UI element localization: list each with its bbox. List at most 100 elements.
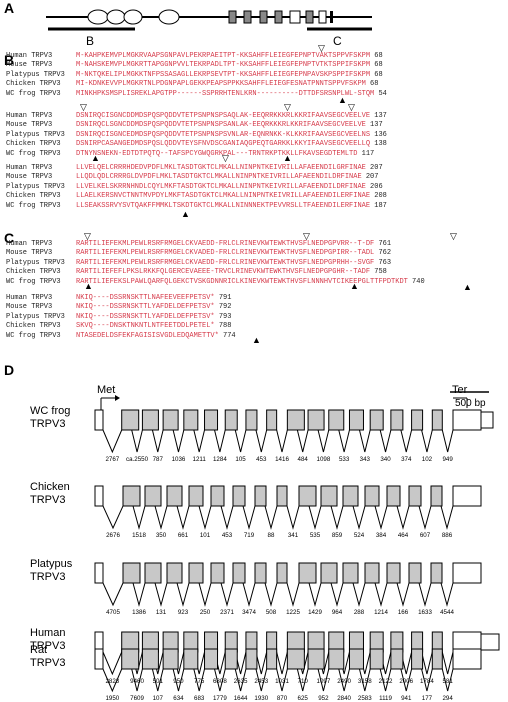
intron-size: 501	[152, 678, 163, 685]
domain-schematic	[46, 9, 372, 31]
intron-size: 1211	[192, 456, 206, 463]
intron	[440, 505, 454, 530]
intron-size: 886	[441, 532, 453, 539]
intron-size: ca.2550	[126, 456, 149, 463]
alignment-row: Platypus TRPV3 NKIQ----DSSRNSKTTLYAFDELDE…	[6, 313, 236, 322]
gene-name: WC frog TRPV3	[30, 405, 71, 430]
sequence: NKIQ----DSSRNSKTTLYAFDELDEFPETSV*	[76, 312, 215, 321]
intron-size: 107	[152, 695, 163, 702]
intron	[418, 582, 432, 607]
exon	[210, 485, 225, 507]
intron-size: 3474	[242, 609, 256, 616]
intron-size: 6808	[212, 678, 227, 685]
exon	[430, 485, 443, 507]
residue-count: 774	[218, 331, 236, 340]
intron	[338, 668, 350, 692]
species-name: Mouse TRPV3	[6, 303, 53, 312]
intron-size: 384	[375, 532, 387, 539]
intron-size: 177	[421, 695, 433, 702]
alignment-row: Mouse TRPV3 RARTILIEFEKMLPEWLRSRFRMGELCKV…	[6, 249, 425, 258]
exon	[276, 485, 288, 507]
species-name: Platypus TRPV3	[6, 182, 65, 191]
intron-size: 1950	[105, 695, 120, 702]
residue-count: 187	[370, 201, 387, 210]
exon	[452, 409, 482, 431]
intron-size: 3158	[357, 678, 372, 685]
intron-size: 508	[265, 609, 277, 616]
intron	[330, 505, 344, 530]
exon	[188, 562, 204, 584]
intron	[102, 668, 123, 693]
intron	[154, 505, 168, 530]
exon	[122, 485, 141, 507]
sequence: SKVQ----DNSKTNKNTLNTFEETDDLPETEL*	[76, 322, 215, 331]
intron-size: 2006	[399, 678, 414, 685]
exon	[94, 485, 104, 507]
intron-size: 581	[442, 678, 453, 685]
alignment-row: Platypus TRPV3 DSNIRQCISGNCEDMDSPQSPQDDVT…	[6, 131, 387, 140]
alignment-row: WC frog TRPV3 RARTILIEFEKSLPAWLQARFQLGEKC…	[6, 278, 425, 287]
alignment-row: Chicken TRPV3 DSNIRPCASANGEDMDSPQSLQDDVTE…	[6, 140, 387, 149]
scale-label: 500 bp	[455, 398, 486, 409]
exon	[390, 409, 404, 431]
intron-size: 710	[297, 678, 308, 685]
intron	[264, 582, 278, 607]
species-name: Platypus TRPV3	[6, 130, 65, 139]
residue-count: 788	[214, 322, 232, 331]
alignment-row: Mouse TRPV3 M-NAHSKEMVPLMGKRTTAPGGNPVVLTE…	[6, 61, 387, 70]
species-name: Human TRPV3	[6, 52, 53, 60]
sequence: LLAELKERSNVCTNNTMVPDYLMKFTASDTGKTCLMKALL…	[76, 192, 371, 201]
alignment-row: Human TRPV3 M-KAHPKEMVPLMGKRVAAPSGNPAVLPE…	[6, 52, 387, 61]
intron-size: 1119	[379, 695, 392, 702]
exon	[204, 648, 219, 670]
residue-count: 137	[365, 121, 383, 130]
residue-count: 68	[370, 70, 383, 79]
alignment-row: WC frog TRPV3 DTNYNSNEKN-EDTDTPQTQ--TAFSP…	[6, 150, 387, 159]
intron-size: 105	[235, 456, 246, 463]
intron	[172, 429, 185, 453]
species-name: Mouse TRPV3	[6, 121, 53, 130]
species-name: Human TRPV3	[6, 294, 53, 302]
intron-size: 1031	[275, 678, 289, 685]
sequence: LLSEAKSSRVYSVTQAKFFMMKLTSKDTGKTCLMKALLNI…	[76, 201, 371, 210]
intron-size: 524	[353, 532, 365, 539]
intron	[102, 505, 124, 530]
exon	[276, 562, 288, 584]
intron	[352, 505, 366, 530]
exon	[94, 648, 104, 670]
alignment-row: Chicken TRPV3 SKVQ----DNSKTNKNTLNTFEETDDL…	[6, 322, 236, 331]
exon	[431, 409, 443, 431]
intron	[317, 668, 330, 692]
intron-size: 949	[442, 456, 453, 463]
exon	[452, 562, 482, 584]
alignment-row: Platypus TRPV3 M-NKTQKELIPLMGKKTNFPSSASAG…	[6, 71, 387, 80]
intron-size: 535	[309, 532, 321, 539]
intron-size: 294	[442, 695, 453, 702]
intron	[255, 429, 268, 453]
intron	[198, 582, 212, 607]
intron-size: 453	[221, 532, 233, 539]
intron-size: 1097	[316, 678, 331, 685]
residue-count: 207	[365, 164, 383, 172]
exon	[320, 485, 338, 507]
exon	[328, 648, 345, 670]
met-arrow-icon	[115, 395, 120, 401]
residue-count: 758	[370, 268, 387, 277]
sequence: RARTILIEFEFLPKSLRKKFQLGERCEVAEEE-TRVCLRI…	[76, 268, 371, 277]
intron-size: 1098	[316, 456, 331, 463]
exon	[364, 485, 380, 507]
alignment-row: Mouse TRPV3 LLQDLQDLCRRRGLDVPDFLMKLTASDTG…	[6, 173, 387, 182]
intron-size: 2840	[337, 695, 351, 702]
intron	[296, 668, 309, 692]
intron-size: 2453	[254, 678, 269, 685]
intron	[154, 582, 168, 607]
panel-label-b: B	[4, 52, 15, 68]
gene-name: Platypus TRPV3	[30, 558, 73, 583]
intron	[234, 429, 247, 453]
species-name: Human TRPV3	[6, 164, 53, 172]
intron	[286, 582, 300, 607]
exon	[386, 485, 401, 507]
gene-name: Rat TRPV3	[30, 644, 66, 669]
sequence: DSNIRPCASANGEDMDSPQSLQDDVTEYSFNVDSCGANIA…	[76, 140, 371, 149]
intron	[441, 429, 454, 453]
